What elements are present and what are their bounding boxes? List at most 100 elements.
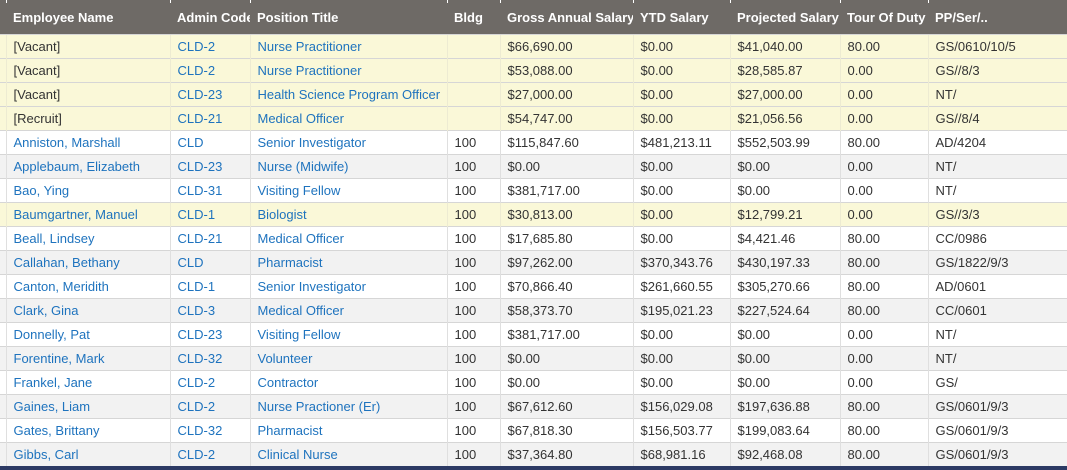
row-selector-cell[interactable] bbox=[0, 177, 6, 202]
table-row[interactable]: [Recruit] CLD-21 Medical Officer $54,747… bbox=[0, 105, 1067, 130]
position-title-link[interactable]: Nurse Practioner (Er) bbox=[257, 398, 381, 414]
table-row[interactable]: [Vacant] CLD-23 Health Science Program O… bbox=[0, 81, 1067, 106]
table-row[interactable]: Clark, Gina CLD-3 Medical Officer 100 $5… bbox=[0, 297, 1067, 322]
projected-salary-cell: $27,000.00 bbox=[729, 81, 840, 106]
tour-of-duty-cell: 80.00 bbox=[839, 393, 928, 418]
admin-code-link[interactable]: CLD-21 bbox=[177, 230, 223, 246]
employee-name-link[interactable]: Beall, Lindsey bbox=[13, 230, 95, 246]
admin-code-link[interactable]: CLD-2 bbox=[177, 374, 216, 390]
employee-name-link[interactable]: Callahan, Bethany bbox=[13, 254, 120, 270]
table-row[interactable]: Anniston, Marshall CLD Senior Investigat… bbox=[0, 129, 1067, 154]
admin-code-link[interactable]: CLD-21 bbox=[177, 110, 223, 126]
admin-code-link[interactable]: CLD-32 bbox=[177, 422, 223, 438]
row-selector-cell[interactable] bbox=[0, 417, 6, 442]
col-header-pp-ser[interactable]: PP/Ser/.. bbox=[928, 0, 1067, 34]
row-selector-cell[interactable] bbox=[0, 393, 6, 418]
position-title-link[interactable]: Visiting Fellow bbox=[257, 326, 341, 342]
position-title-link[interactable]: Pharmacist bbox=[257, 254, 323, 270]
row-selector-cell[interactable] bbox=[0, 249, 6, 274]
table-row[interactable]: [Vacant] CLD-2 Nurse Practitioner $66,69… bbox=[0, 33, 1067, 58]
employee-name-link[interactable]: Gibbs, Carl bbox=[13, 446, 79, 462]
table-row[interactable]: Canton, Meridith CLD-1 Senior Investigat… bbox=[0, 273, 1067, 298]
employee-name-link[interactable]: Bao, Ying bbox=[13, 182, 70, 198]
row-selector-cell[interactable] bbox=[0, 153, 6, 178]
admin-code-link[interactable]: CLD-23 bbox=[177, 326, 223, 342]
row-selector-cell[interactable] bbox=[0, 369, 6, 394]
row-selector-cell[interactable] bbox=[0, 81, 6, 106]
admin-code-link[interactable]: CLD-3 bbox=[177, 302, 216, 318]
table-row[interactable]: Gates, Brittany CLD-32 Pharmacist 100 $6… bbox=[0, 417, 1067, 442]
admin-code-link[interactable]: CLD-1 bbox=[177, 206, 216, 222]
employee-name-link[interactable]: Gates, Brittany bbox=[13, 422, 100, 438]
table-row[interactable]: Gibbs, Carl CLD-2 Clinical Nurse 100 $37… bbox=[0, 441, 1067, 466]
col-header-ytd-salary[interactable]: YTD Salary bbox=[633, 0, 730, 34]
row-selector-cell[interactable] bbox=[0, 345, 6, 370]
gross-annual-salary-cell: $70,866.40 bbox=[499, 273, 633, 298]
table-row[interactable]: Applebaum, Elizabeth CLD-23 Nurse (Midwi… bbox=[0, 153, 1067, 178]
admin-code-link[interactable]: CLD-23 bbox=[177, 86, 223, 102]
table-row[interactable]: Gaines, Liam CLD-2 Nurse Practioner (Er)… bbox=[0, 393, 1067, 418]
position-title-link[interactable]: Health Science Program Officer bbox=[257, 86, 441, 102]
col-header-position-title[interactable]: Position Title bbox=[250, 0, 447, 34]
employee-name-link[interactable]: Baumgartner, Manuel bbox=[13, 206, 138, 222]
position-title-link[interactable]: Contractor bbox=[257, 374, 319, 390]
table-row[interactable]: Frankel, Jane CLD-2 Contractor 100 $0.00… bbox=[0, 369, 1067, 394]
table-row[interactable]: [Vacant] CLD-2 Nurse Practitioner $53,08… bbox=[0, 57, 1067, 82]
admin-code-link[interactable]: CLD-32 bbox=[177, 350, 223, 366]
admin-code-link[interactable]: CLD-23 bbox=[177, 158, 223, 174]
admin-code-link[interactable]: CLD-2 bbox=[177, 62, 216, 78]
row-selector-cell[interactable] bbox=[0, 321, 6, 346]
col-header-projected-salary[interactable]: Projected Salary bbox=[730, 0, 840, 34]
admin-code-link[interactable]: CLD bbox=[177, 254, 204, 270]
position-title-link[interactable]: Nurse (Midwife) bbox=[257, 158, 349, 174]
employee-name-link[interactable]: Forentine, Mark bbox=[13, 350, 105, 366]
col-header-employee-name[interactable]: Employee Name bbox=[6, 0, 170, 34]
position-title-link[interactable]: Medical Officer bbox=[257, 302, 344, 318]
position-title-link[interactable]: Medical Officer bbox=[257, 230, 344, 246]
admin-code-link[interactable]: CLD-2 bbox=[177, 446, 216, 462]
col-header-admin-code[interactable]: Admin Code bbox=[170, 0, 250, 34]
admin-code-link[interactable]: CLD-2 bbox=[177, 398, 216, 414]
row-selector-cell[interactable] bbox=[0, 105, 6, 130]
position-title-link[interactable]: Medical Officer bbox=[257, 110, 344, 126]
position-title-link[interactable]: Volunteer bbox=[257, 350, 313, 366]
row-selector-cell[interactable] bbox=[0, 57, 6, 82]
position-title-link[interactable]: Visiting Fellow bbox=[257, 182, 341, 198]
admin-code-link[interactable]: CLD-1 bbox=[177, 278, 216, 294]
position-title-link[interactable]: Senior Investigator bbox=[257, 278, 366, 294]
projected-salary-cell: $0.00 bbox=[729, 321, 840, 346]
employee-name-link[interactable]: Donnelly, Pat bbox=[13, 326, 90, 342]
position-title-link[interactable]: Clinical Nurse bbox=[257, 446, 338, 462]
gross-annual-salary-cell: $0.00 bbox=[499, 153, 633, 178]
row-selector-cell[interactable] bbox=[0, 129, 6, 154]
table-row[interactable]: Bao, Ying CLD-31 Visiting Fellow 100 $38… bbox=[0, 177, 1067, 202]
row-selector-cell[interactable] bbox=[0, 225, 6, 250]
position-title-link[interactable]: Nurse Practitioner bbox=[257, 38, 362, 54]
table-row[interactable]: Baumgartner, Manuel CLD-1 Biologist 100 … bbox=[0, 201, 1067, 226]
admin-code-link[interactable]: CLD-31 bbox=[177, 182, 223, 198]
table-row[interactable]: Donnelly, Pat CLD-23 Visiting Fellow 100… bbox=[0, 321, 1067, 346]
employee-name-link[interactable]: Applebaum, Elizabeth bbox=[13, 158, 140, 174]
position-title-link[interactable]: Senior Investigator bbox=[257, 134, 366, 150]
table-row[interactable]: Forentine, Mark CLD-32 Volunteer 100 $0.… bbox=[0, 345, 1067, 370]
row-selector-cell[interactable] bbox=[0, 201, 6, 226]
employee-name-link[interactable]: Gaines, Liam bbox=[13, 398, 91, 414]
row-selector-cell[interactable] bbox=[0, 441, 6, 466]
employee-name-link[interactable]: Anniston, Marshall bbox=[13, 134, 121, 150]
position-title-link[interactable]: Biologist bbox=[257, 206, 307, 222]
position-title-link[interactable]: Nurse Practitioner bbox=[257, 62, 362, 78]
employee-name-link[interactable]: Clark, Gina bbox=[13, 302, 79, 318]
row-selector-cell[interactable] bbox=[0, 273, 6, 298]
table-row[interactable]: Beall, Lindsey CLD-21 Medical Officer 10… bbox=[0, 225, 1067, 250]
table-row[interactable]: Callahan, Bethany CLD Pharmacist 100 $97… bbox=[0, 249, 1067, 274]
admin-code-link[interactable]: CLD-2 bbox=[177, 38, 216, 54]
row-selector-cell[interactable] bbox=[0, 33, 6, 58]
employee-name-link[interactable]: Canton, Meridith bbox=[13, 278, 109, 294]
col-header-tour-of-duty[interactable]: Tour Of Duty bbox=[840, 0, 928, 34]
position-title-link[interactable]: Pharmacist bbox=[257, 422, 323, 438]
row-selector-cell[interactable] bbox=[0, 297, 6, 322]
admin-code-link[interactable]: CLD bbox=[177, 134, 204, 150]
col-header-gross-annual-salary[interactable]: Gross Annual Salary bbox=[500, 0, 633, 34]
col-header-bldg[interactable]: Bldg bbox=[447, 0, 500, 34]
employee-name-link[interactable]: Frankel, Jane bbox=[13, 374, 93, 390]
